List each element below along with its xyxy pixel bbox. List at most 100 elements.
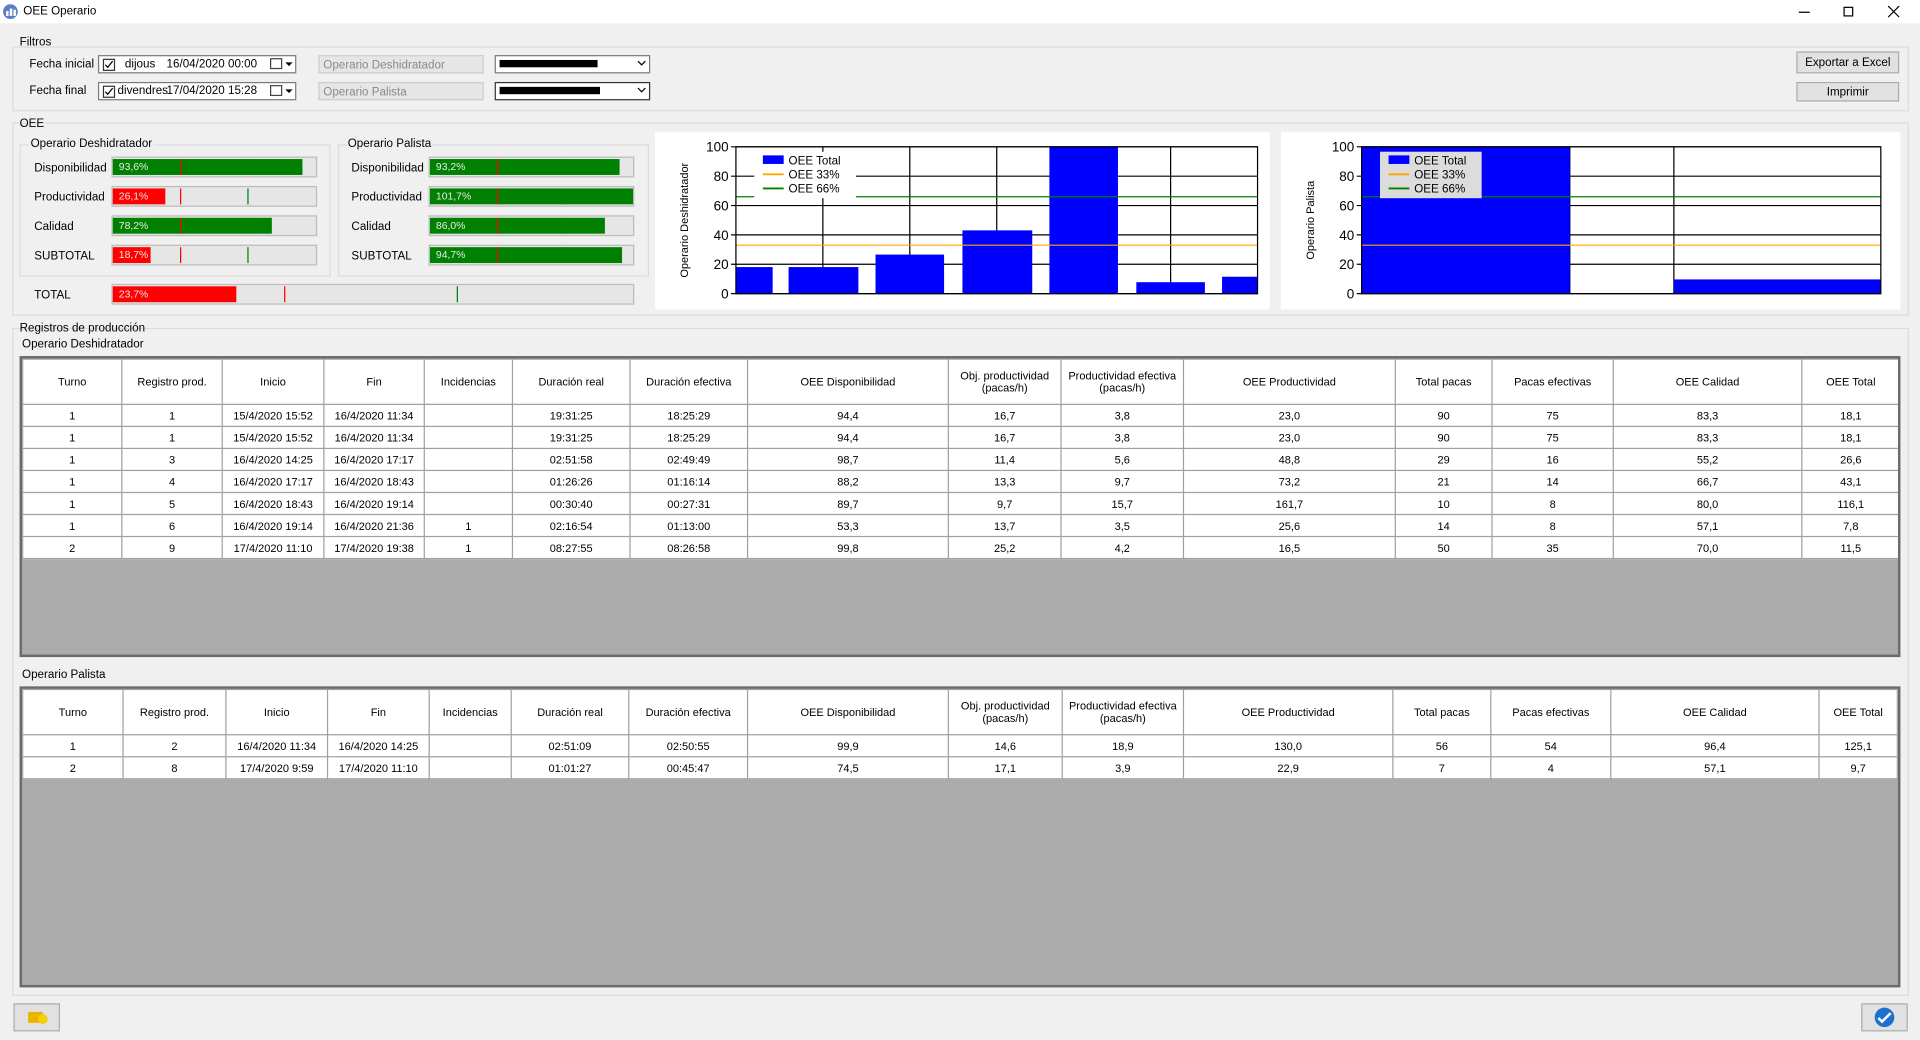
progress-fill <box>429 188 634 205</box>
cell: 16/4/2020 11:34 <box>323 425 425 450</box>
cell: 3,5 <box>1060 513 1185 538</box>
progress-bar: 86,0% <box>428 215 635 237</box>
column-header[interactable]: Fin <box>326 688 430 736</box>
column-header[interactable]: Productividad efectiva (pacas/h) <box>1060 358 1185 405</box>
table-row[interactable]: 2 9 17/4/2020 11:10 17/4/2020 19:38 1 08:27:5… <box>22 535 1898 560</box>
window-controls[interactable] <box>1788 2 1910 20</box>
column-header[interactable]: Inicio <box>221 358 325 405</box>
column-header[interactable]: Duración efectiva <box>629 358 749 405</box>
calendar-button[interactable] <box>269 58 293 71</box>
cell: 54 <box>1490 734 1612 758</box>
chart: Operario Deshidratador 0 20 40 60 80 100 OEE To… <box>655 132 1270 310</box>
cell: 11,4 <box>947 447 1062 472</box>
cell: 57,1 <box>1612 513 1803 538</box>
column-header[interactable]: Duración efectiva <box>628 688 749 736</box>
back-button[interactable] <box>13 1003 61 1032</box>
cell: 8 <box>122 756 227 780</box>
table-row[interactable]: 1 2 16/4/2020 11:34 16/4/2020 14:25 02:51:09… <box>22 734 1898 758</box>
column-header[interactable]: OEE Total <box>1801 358 1898 405</box>
column-header[interactable]: OEE Calidad <box>1610 688 1820 736</box>
cell: 16/4/2020 17:17 <box>221 469 325 494</box>
cell: 15/4/2020 15:52 <box>221 425 325 450</box>
cell: 16/4/2020 18:43 <box>221 491 325 516</box>
column-header[interactable]: OEE Calidad <box>1612 358 1803 405</box>
date-picker[interactable]: dijous 16/04/2020 00:00 <box>97 55 297 74</box>
column-header[interactable]: OEE Disponibilidad <box>746 688 949 736</box>
column-header[interactable]: OEE Disponibilidad <box>746 358 949 405</box>
table-row[interactable]: 1 1 15/4/2020 15:52 16/4/2020 11:34 19:31:25… <box>22 403 1898 428</box>
cell <box>428 734 512 758</box>
column-header[interactable]: Turno <box>22 688 124 736</box>
checkbox[interactable] <box>102 85 116 98</box>
cell: 18,9 <box>1061 734 1185 758</box>
table-row[interactable]: 1 5 16/4/2020 18:43 16/4/2020 19:14 00:30:40… <box>22 491 1898 516</box>
column-header[interactable]: Pacas efectivas <box>1490 688 1612 736</box>
threshold-line <box>563 159 566 175</box>
column-header[interactable]: Inicio <box>225 688 329 736</box>
column-header[interactable]: Obj. productividad (pacas/h) <box>947 688 1063 736</box>
column-header[interactable]: Turno <box>22 358 123 405</box>
column-header[interactable]: Fin <box>323 358 425 405</box>
cell: 8 <box>1491 491 1614 516</box>
column-header[interactable]: Incidencias <box>428 688 512 736</box>
cell: 5,6 <box>1060 447 1185 472</box>
table-row[interactable]: 1 1 15/4/2020 15:52 16/4/2020 11:34 19:31:25… <box>22 425 1898 450</box>
column-header[interactable]: Incidencias <box>423 358 514 405</box>
threshold-line <box>179 188 181 205</box>
column-header[interactable]: Obj. productividad (pacas/h) <box>947 358 1062 405</box>
y-tick-label: 80 <box>1339 169 1354 184</box>
date-value: 16/04/2020 00:00 <box>166 57 258 71</box>
threshold-line <box>496 247 499 264</box>
column-header[interactable]: Productividad efectiva (pacas/h) <box>1061 688 1185 736</box>
cell: 16/4/2020 21:36 <box>323 513 425 538</box>
cell: 48,8 <box>1182 447 1396 472</box>
button[interactable]: Imprimir <box>1796 81 1900 102</box>
column-header[interactable]: Duración real <box>510 688 630 736</box>
column-header[interactable]: Pacas efectivas <box>1491 358 1614 405</box>
table-row[interactable]: 1 4 16/4/2020 17:17 16/4/2020 18:43 01:26:26… <box>22 469 1898 494</box>
legend-label: OEE 66% <box>789 183 840 196</box>
cell: 18,1 <box>1801 425 1898 450</box>
column-header[interactable]: OEE Productividad <box>1182 688 1394 736</box>
table-row[interactable]: 1 3 16/4/2020 14:25 16/4/2020 17:17 02:51:58… <box>22 447 1898 472</box>
threshold-line <box>496 188 499 205</box>
progress-fill <box>112 159 303 175</box>
button[interactable]: Exportar a Excel <box>1796 51 1900 74</box>
help-button[interactable] <box>1861 1003 1908 1032</box>
column-header[interactable]: Total pacas <box>1394 358 1493 405</box>
cell <box>428 756 512 780</box>
cell: 74,5 <box>746 756 949 780</box>
column-header[interactable]: Registro prod. <box>122 688 227 736</box>
subgroup-title: Operario Deshidratador <box>29 137 154 151</box>
cell: 94,4 <box>746 403 949 428</box>
column-header[interactable]: Registro prod. <box>121 358 223 405</box>
column-header[interactable]: Total pacas <box>1392 688 1492 736</box>
app-icon <box>3 4 18 19</box>
cell: 18:25:29 <box>629 403 749 428</box>
cell: 9 <box>121 535 223 560</box>
column-header[interactable]: OEE Productividad <box>1182 358 1396 405</box>
cell: 00:45:47 <box>628 756 749 780</box>
cell: 13,3 <box>947 469 1062 494</box>
cell: 02:51:58 <box>511 447 631 472</box>
progress-bar: 93,2% <box>428 156 635 178</box>
cell: 18,1 <box>1801 403 1898 428</box>
calendar-button[interactable] <box>269 84 293 97</box>
combo[interactable] <box>494 81 651 101</box>
progress-bar: 78,2% <box>111 215 318 237</box>
column-header[interactable]: OEE Total <box>1818 688 1898 736</box>
cell: 16/4/2020 18:43 <box>323 469 425 494</box>
metric-label: Calidad <box>351 220 391 234</box>
cell: 10 <box>1394 491 1493 516</box>
date-picker[interactable]: divendres 17/04/2020 15:28 <box>97 81 297 101</box>
checkbox[interactable] <box>102 58 116 71</box>
table-row[interactable]: 2 8 17/4/2020 9:59 17/4/2020 11:10 01:01:27 0… <box>22 756 1898 780</box>
cell: 55,2 <box>1612 447 1803 472</box>
y-axis-label: Operario Deshidratador <box>679 162 691 277</box>
table-row[interactable]: 1 6 16/4/2020 19:14 16/4/2020 21:36 1 02:16:5… <box>22 513 1898 538</box>
column-header[interactable]: Duración real <box>511 358 631 405</box>
cell: 125,1 <box>1818 734 1898 758</box>
combo[interactable] <box>494 55 651 74</box>
y-tick-label: 40 <box>714 228 729 243</box>
cell: 56 <box>1392 734 1492 758</box>
